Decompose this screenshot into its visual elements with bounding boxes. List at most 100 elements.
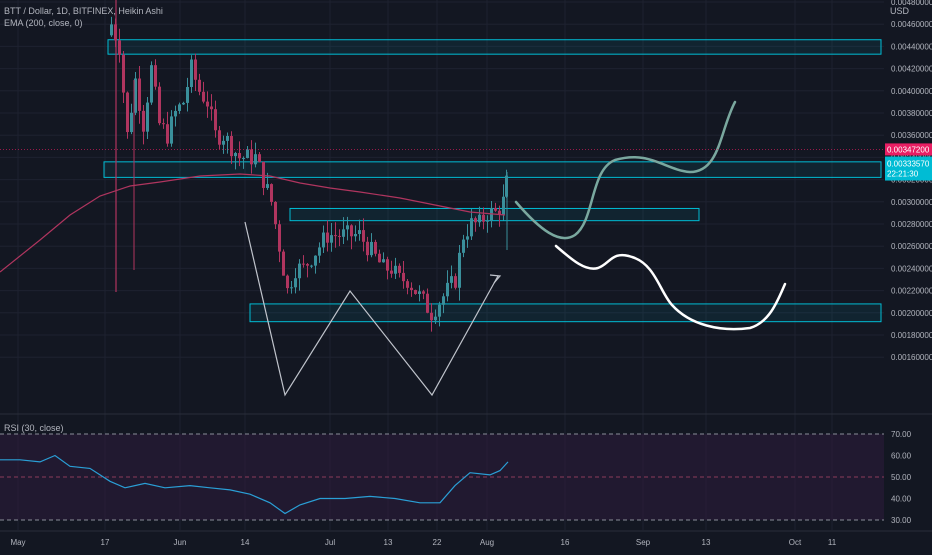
candle-body [254,154,257,165]
candle-body [190,59,193,88]
price-tick-label: 0.00180000 [891,331,932,340]
candle-body [470,218,473,237]
candle-body [274,201,277,225]
candle-body [158,86,161,124]
candle-body [410,287,413,291]
time-tick-label: Jun [174,538,187,547]
candle-body [414,290,417,294]
candle-body [362,230,365,242]
price-tick-label: 0.00200000 [891,309,932,318]
currency-label: USD [890,6,910,16]
candle-body [146,102,149,132]
time-tick-label: Sep [636,538,651,547]
candle-body [306,264,309,266]
candle-body [454,276,457,288]
zone-box [107,39,882,55]
candle-body [434,316,437,321]
time-tick-label: 17 [101,538,110,547]
candle-body [422,291,425,294]
candle-body [302,263,305,265]
candle-body [174,110,177,117]
candle-body [230,136,233,157]
candle-body [286,275,289,289]
price-tick-label: 0.00300000 [891,198,932,207]
candle-body [278,224,281,252]
candle-body [330,235,333,243]
candle-body [478,214,481,223]
candle-body [134,78,137,113]
candle-body [378,253,381,263]
candle-body [178,104,181,111]
candle-body [438,304,441,317]
candle-body [258,154,261,162]
candle-body [150,65,153,103]
candle-body [206,101,209,107]
candle-body [406,281,409,288]
rsi-tick-label: 40.00 [891,495,912,504]
current-price-tag [885,143,932,156]
candle-body [494,208,497,211]
rsi-tick-label: 50.00 [891,473,912,482]
candle-body [446,282,449,297]
time-tick-label: 11 [828,538,837,547]
candle-body [322,232,325,248]
last-price-text: 0.00333570 [887,160,930,169]
zone-box [103,161,882,178]
candle-body [502,196,505,215]
candle-body [198,79,201,92]
candle-body [390,270,393,274]
price-tick-label: 0.00160000 [891,353,932,362]
projection-upper [514,100,737,240]
candle-body [318,247,321,256]
time-tick-label: Oct [789,538,802,547]
candle-body [110,24,113,36]
candle-body [338,235,341,237]
candle-body [486,220,489,222]
price-tick-label: 0.00220000 [891,287,932,296]
candle-body [402,272,405,282]
ema-line [0,173,506,273]
candle-body [358,230,361,235]
candle-body [342,229,345,237]
candle-body [310,265,313,267]
time-tick-label: Jul [325,538,335,547]
rsi-label: RSI (30, close) [4,423,64,433]
candle-body [162,123,165,125]
candle-body [130,112,133,133]
candle-body [298,263,301,279]
time-tick-label: May [10,538,25,547]
time-tick-label: 13 [702,538,711,547]
candle-body [214,109,217,131]
candle-body [250,149,253,165]
candle-body [210,106,213,110]
candle-body [394,265,397,274]
candle-body [218,130,221,145]
candle-body [170,116,173,144]
candle-body [234,153,237,157]
price-tick-label: 0.00360000 [891,131,932,140]
price-axis: 0.00160000 0.00180000 0.00200000 0.00220000… [891,0,932,362]
candle-body [386,259,389,271]
candle-body [290,287,293,289]
candle-body [326,232,329,243]
candle-body [126,92,129,133]
candle-body [154,65,157,87]
time-tick-label: 22 [433,538,442,547]
candle-body [182,102,185,105]
candle-body [246,149,249,159]
candle-body [450,276,453,283]
time-tick-label: 13 [384,538,393,547]
candle-body [382,259,385,263]
rsi-line [0,454,509,515]
candle-body [370,241,373,256]
chart-title: BTT / Dollar, 1D, BITFINEX, Heikin Ashi [4,6,163,16]
candle-body [442,296,445,305]
price-tick-label: 0.00380000 [891,109,932,118]
candle-body [270,184,273,202]
zone-box [249,303,882,323]
countdown-text: 22:21:30 [887,170,919,179]
price-tick-label: 0.00420000 [891,65,932,74]
candle-body [226,136,229,141]
